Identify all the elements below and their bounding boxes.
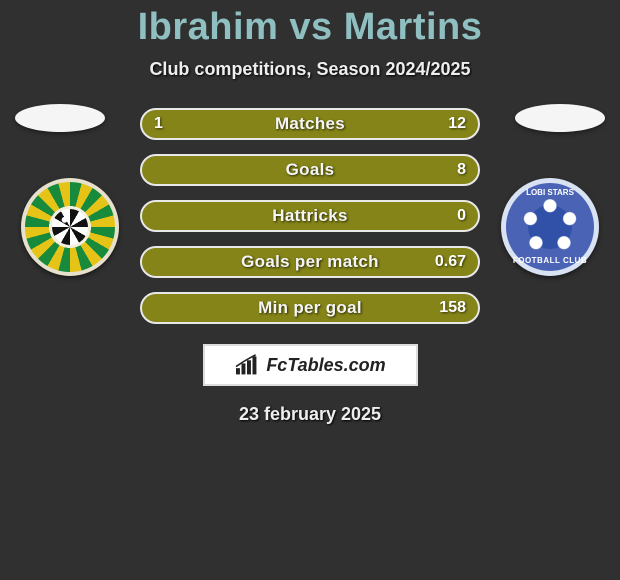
metric-bar: Goals per match0.67 xyxy=(140,246,480,278)
player-right-marker xyxy=(515,104,605,132)
metric-value-left: 1 xyxy=(154,115,163,133)
metric-bar: Min per goal158 xyxy=(140,292,480,324)
brand-badge[interactable]: FcTables.com xyxy=(203,344,418,386)
metric-value-right: 12 xyxy=(448,115,466,133)
metric-bar: Hattricks0 xyxy=(140,200,480,232)
metric-value-right: 0 xyxy=(457,207,466,225)
metric-label: Matches xyxy=(142,114,478,134)
club-badge-right: LOBI STARS FOOTBALL CLUB xyxy=(501,178,599,276)
brand-text: FcTables.com xyxy=(266,355,385,376)
lobi-bottom-text: FOOTBALL CLUB xyxy=(506,256,594,265)
page-title: Ibrahim vs Martins xyxy=(0,0,620,49)
metric-value-right: 0.67 xyxy=(435,253,466,271)
lobi-ball-icon xyxy=(522,199,578,255)
subtitle: Club competitions, Season 2024/2025 xyxy=(0,59,620,80)
metric-value-right: 158 xyxy=(439,299,466,317)
comparison-stage: LOBI STARS FOOTBALL CLUB Matches1 12 Goals… xyxy=(0,108,620,425)
lobi-top-text: LOBI STARS xyxy=(506,188,594,197)
brand-chart-icon xyxy=(234,354,260,376)
metric-bar: Goals8 xyxy=(140,154,480,186)
metric-label: Goals per match xyxy=(142,252,478,272)
metric-label: Min per goal xyxy=(142,298,478,318)
metric-value-right: 8 xyxy=(457,161,466,179)
club-badge-left xyxy=(21,178,119,276)
metric-label: Hattricks xyxy=(142,206,478,226)
metric-label: Goals xyxy=(142,160,478,180)
snapshot-date: 23 february 2025 xyxy=(0,404,620,425)
player-left-marker xyxy=(15,104,105,132)
metric-bar: Matches1 12 xyxy=(140,108,480,140)
metric-bars: Matches1 12 Goals8 Hattricks0 Goals per matc… xyxy=(140,108,480,324)
